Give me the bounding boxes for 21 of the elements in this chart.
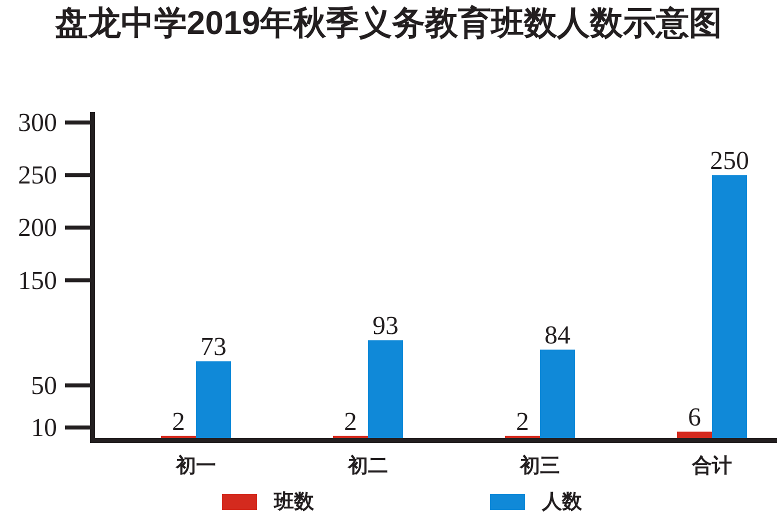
x-tick-label: 初一 (176, 455, 216, 477)
y-tick-label: 10 (31, 412, 57, 442)
data-label: 73 (200, 332, 226, 362)
y-tick-label: 300 (18, 108, 57, 138)
y-tick-label: 200 (18, 213, 57, 242)
x-tick-label: 初三 (520, 455, 560, 477)
data-label: 2 (344, 406, 357, 436)
data-label: 2 (172, 406, 185, 436)
legend-label: 人数 (542, 491, 582, 513)
data-label: 6 (688, 402, 701, 432)
data-label: 2 (516, 406, 529, 436)
y-tick-label: 50 (31, 370, 57, 400)
y-tick-label: 150 (18, 266, 57, 295)
x-tick-label: 合计 (692, 455, 732, 477)
data-label: 250 (710, 146, 749, 176)
title: 盘龙中学2019年秋季义务教育班数人数示意图 (54, 4, 722, 41)
x-tick-label: 初二 (348, 455, 388, 477)
data-label: 93 (372, 311, 398, 340)
legend-label: 班数 (274, 491, 314, 513)
y-tick-label: 250 (18, 160, 57, 190)
data-label: 84 (544, 320, 570, 350)
